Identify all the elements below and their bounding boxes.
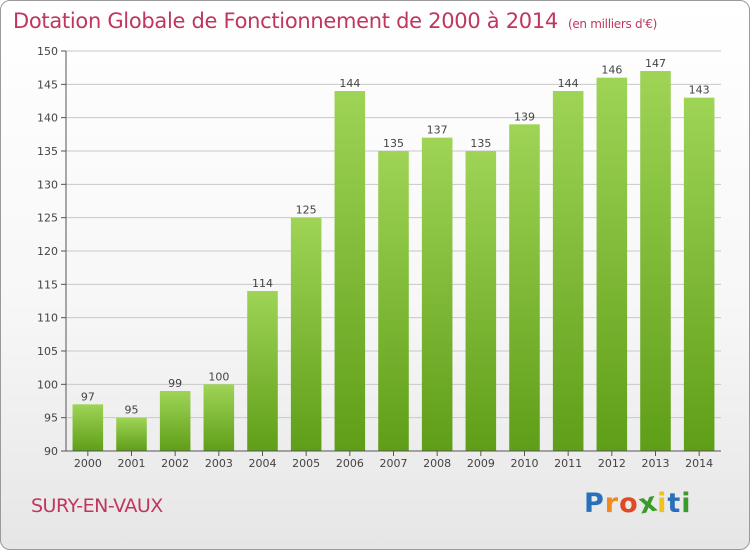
logo-letter: i	[681, 488, 692, 519]
x-tick-label-2000: 2000	[74, 457, 102, 470]
logo-letter: t	[667, 488, 682, 519]
x-tick-label-2013: 2013	[642, 457, 670, 470]
y-tick-label: 125	[37, 212, 58, 225]
bar-2013	[640, 71, 671, 451]
bar-2012	[596, 77, 628, 452]
bar-2014	[683, 97, 715, 452]
value-label-2008: 137	[427, 124, 448, 137]
bar-2006	[334, 91, 366, 451]
chart-title-text: Dotation Globale de Fonctionnement de 20…	[13, 9, 558, 33]
x-tick-label-2012: 2012	[598, 457, 626, 470]
y-tick-label: 130	[37, 178, 58, 191]
x-tick-label-2001: 2001	[118, 457, 146, 470]
bar-2010	[509, 124, 540, 451]
x-tick-label-2004: 2004	[249, 457, 277, 470]
value-label-2003: 100	[208, 370, 229, 383]
x-tick-label-2007: 2007	[380, 457, 408, 470]
value-label-2004: 114	[252, 277, 273, 290]
proxiti-logo[interactable]: Proxiti	[584, 486, 692, 520]
y-tick-label: 110	[37, 312, 58, 325]
bar-2008	[421, 137, 453, 451]
y-tick-label: 135	[37, 145, 58, 158]
y-tick-label: 120	[37, 245, 58, 258]
value-label-2001: 95	[125, 404, 139, 417]
y-tick-label: 95	[44, 412, 58, 425]
value-label-2007: 135	[383, 137, 404, 150]
bar-2004	[247, 291, 278, 451]
y-tick-label: 145	[37, 78, 58, 91]
value-label-2012: 146	[601, 64, 622, 77]
bar-2000	[72, 404, 104, 451]
bars	[72, 71, 715, 452]
value-label-2013: 147	[645, 57, 666, 70]
bar-2005	[290, 217, 322, 451]
value-label-2010: 139	[514, 110, 535, 123]
y-tick-label: 100	[37, 378, 58, 391]
logo-letter: P	[584, 488, 605, 519]
value-label-2002: 99	[168, 377, 182, 390]
bar-2007	[378, 151, 409, 451]
value-label-2011: 144	[558, 77, 579, 90]
x-tick-label-2005: 2005	[292, 457, 320, 470]
value-label-2009: 135	[470, 137, 491, 150]
value-label-2000: 97	[81, 390, 95, 403]
logo-letter: i	[657, 488, 668, 519]
chart-subtitle: (en milliers d'€)	[567, 17, 657, 31]
labels: 90 95 100 105 110 115 120 125 130 135 140 145 150 97 2…	[37, 45, 713, 470]
value-label-2006: 144	[339, 77, 360, 90]
x-tick-label-2014: 2014	[685, 457, 713, 470]
y-tick-label: 140	[37, 112, 58, 125]
x-tick-label-2010: 2010	[511, 457, 539, 470]
x-tick-label-2003: 2003	[205, 457, 233, 470]
x-tick-label-2006: 2006	[336, 457, 364, 470]
commune-name: SURY-EN-VAUX	[31, 495, 163, 517]
x-tick-label-2008: 2008	[423, 457, 451, 470]
chart-title: Dotation Globale de Fonctionnement de 20…	[13, 9, 657, 33]
bar-2002	[159, 391, 191, 451]
y-tick-label: 90	[44, 445, 58, 458]
bar-2001	[116, 417, 147, 451]
bar-2009	[465, 151, 497, 451]
value-label-2014: 143	[689, 84, 710, 97]
y-tick-label: 115	[37, 278, 58, 291]
x-tick-label-2002: 2002	[161, 457, 189, 470]
logo-letter: r	[604, 488, 620, 519]
x-tick-label-2011: 2011	[554, 457, 582, 470]
value-label-2005: 125	[296, 204, 317, 217]
bar-2003	[203, 384, 235, 451]
x-tick-label-2009: 2009	[467, 457, 495, 470]
axes	[61, 50, 721, 456]
logo-letter: o	[619, 488, 639, 519]
bar-2011	[552, 91, 584, 451]
y-tick-label: 150	[37, 45, 58, 58]
y-tick-label: 105	[37, 345, 58, 358]
